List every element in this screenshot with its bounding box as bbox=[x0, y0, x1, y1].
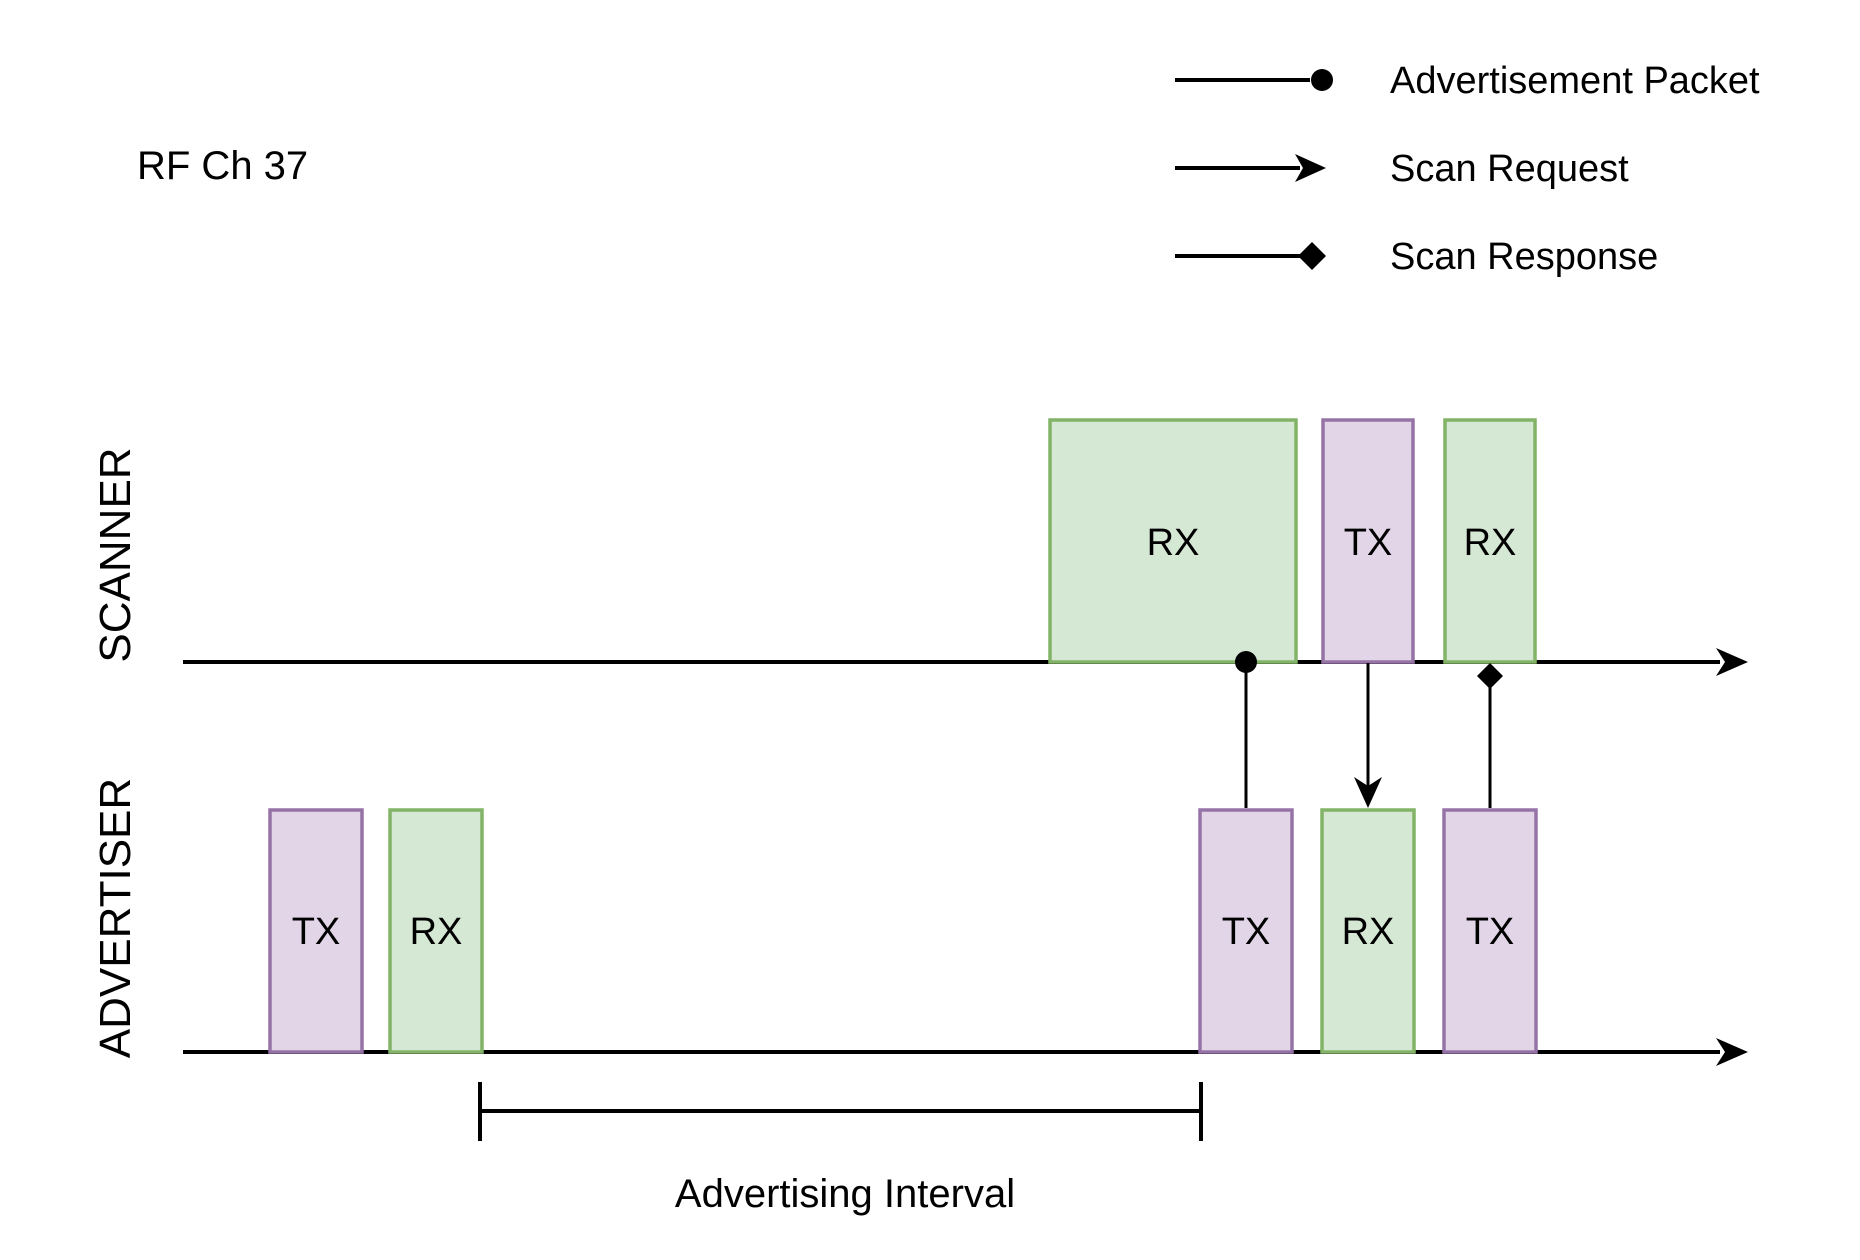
scanner-rx-block-2 bbox=[1443, 418, 1537, 664]
advertiser-tx-block-1 bbox=[268, 808, 364, 1054]
advertiser-tx-block-3-label: TX bbox=[1466, 911, 1515, 953]
circle-marker-icon bbox=[1235, 651, 1257, 673]
circle-marker-icon bbox=[1311, 69, 1333, 91]
advertiser-rx-block-1 bbox=[388, 808, 484, 1054]
scanner-lane-label: SCANNER bbox=[91, 447, 140, 662]
advertiser-tx-block-3 bbox=[1442, 808, 1538, 1054]
scanner-axis-arrowhead-icon bbox=[1716, 648, 1748, 676]
advertiser-tx-block-2-label: TX bbox=[1222, 911, 1271, 953]
scanner-rx-block-2-label: RX bbox=[1464, 522, 1517, 564]
diamond-marker-icon bbox=[1298, 242, 1326, 270]
advertising-interval-label: Advertising Interval bbox=[675, 1172, 1015, 1216]
legend-item-scan-request bbox=[1175, 154, 1326, 182]
legend-label-scan-request: Scan Request bbox=[1390, 148, 1629, 190]
advertiser-rx-block-2-label: RX bbox=[1342, 911, 1395, 953]
legend-item-scan-response bbox=[1175, 242, 1326, 270]
scanner-blocks: RX TX RX bbox=[1048, 418, 1537, 664]
scan-response-connector bbox=[1477, 663, 1503, 808]
connectors bbox=[1235, 651, 1503, 808]
rf-channel-label: RF Ch 37 bbox=[137, 144, 308, 188]
legend-label-scan-response: Scan Response bbox=[1390, 236, 1658, 278]
advertising-interval-bracket bbox=[478, 1082, 1203, 1141]
scan-request-connector bbox=[1354, 663, 1382, 808]
advertiser-rx-block-1-label: RX bbox=[410, 911, 463, 953]
scanner-rx-block-1 bbox=[1048, 418, 1298, 664]
scanner-tx-block bbox=[1321, 418, 1415, 664]
diamond-marker-icon bbox=[1477, 663, 1503, 689]
scanner-rx-block-1-label: RX bbox=[1147, 522, 1200, 564]
legend bbox=[1175, 69, 1333, 270]
arrow-marker-icon bbox=[1295, 154, 1326, 182]
advertiser-tx-block-1-label: TX bbox=[292, 911, 341, 953]
advertiser-tx-block-2 bbox=[1198, 808, 1294, 1054]
advertiser-blocks: TX RX TX RX TX bbox=[268, 808, 1538, 1054]
advertiser-axis-arrowhead-icon bbox=[1716, 1038, 1748, 1066]
advertiser-lane-label: ADVERTISER bbox=[91, 778, 140, 1058]
arrow-marker-icon bbox=[1354, 777, 1382, 808]
advertisement-packet-connector bbox=[1235, 651, 1257, 808]
scanner-tx-block-label: TX bbox=[1344, 522, 1393, 564]
legend-label-advertisement-packet: Advertisement Packet bbox=[1390, 60, 1760, 102]
legend-item-advertisement-packet bbox=[1175, 69, 1333, 91]
advertiser-rx-block-2 bbox=[1320, 808, 1416, 1054]
